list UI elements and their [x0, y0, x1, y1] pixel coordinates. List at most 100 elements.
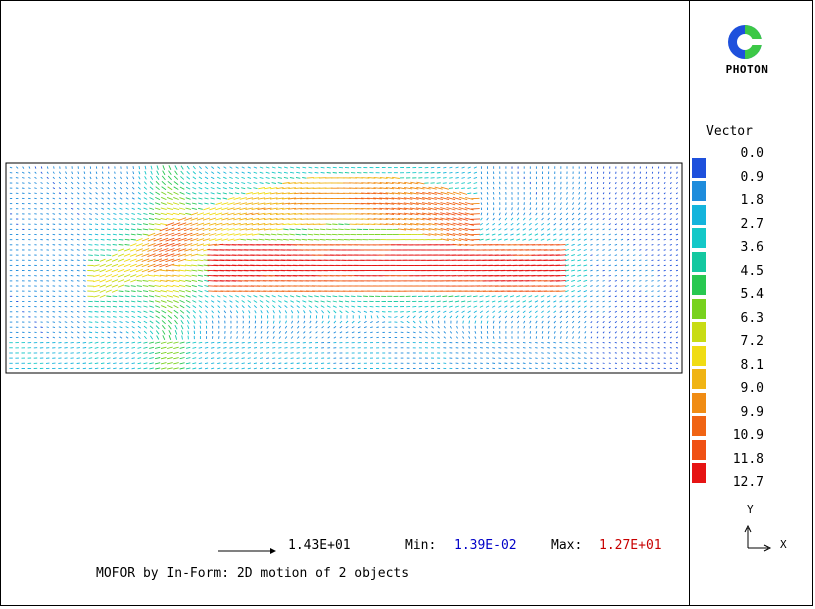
- vector-arrow: [178, 269, 186, 272]
- vector-arrow: [344, 300, 350, 303]
- vector-arrow: [290, 305, 294, 309]
- vector-arrow: [107, 367, 111, 370]
- vector-arrow: [516, 367, 520, 370]
- vector-arrow: [154, 207, 161, 211]
- vector-arrow: [296, 352, 300, 354]
- vector-arrow: [76, 233, 80, 236]
- vector-arrow: [272, 341, 276, 344]
- vector-arrow: [577, 295, 581, 298]
- vector-arrow: [583, 305, 587, 308]
- vector-arrow: [651, 285, 654, 287]
- vector-arrow: [584, 336, 587, 339]
- vector-arrow: [119, 341, 123, 344]
- vector-arrow: [108, 171, 110, 174]
- vector-arrow: [58, 238, 62, 241]
- vector-arrow: [242, 325, 244, 329]
- vector-arrow: [596, 320, 599, 324]
- vector-arrow: [422, 233, 431, 236]
- vector-arrow: [235, 181, 240, 185]
- vector-arrow: [620, 341, 624, 344]
- vector-arrow: [398, 181, 407, 185]
- vector-arrow: [651, 223, 654, 226]
- vector-arrow: [491, 238, 496, 241]
- vector-arrow: [338, 300, 344, 303]
- vector-arrow: [602, 212, 605, 215]
- vector-arrow: [197, 254, 204, 257]
- vector-arrow: [269, 212, 278, 216]
- vector-arrow: [596, 259, 599, 262]
- vector-arrow: [675, 275, 679, 277]
- vector-arrow: [626, 228, 630, 231]
- vector-arrow: [633, 300, 636, 303]
- vector-arrow: [174, 170, 178, 175]
- vector-arrow: [276, 218, 284, 221]
- vector-arrow: [185, 274, 192, 277]
- vector-arrow: [113, 223, 117, 226]
- vector-arrow: [620, 336, 623, 339]
- vector-arrow: [294, 223, 302, 226]
- legend-row: 6.3: [692, 298, 792, 335]
- vector-arrow: [83, 212, 86, 215]
- vector-arrow: [211, 367, 215, 370]
- vector-arrow: [275, 202, 284, 205]
- vector-arrow: [172, 284, 180, 288]
- vector-arrow: [571, 248, 575, 251]
- vector-arrow: [492, 320, 495, 324]
- vector-arrow: [657, 228, 660, 231]
- vector-arrow: [578, 331, 581, 334]
- vector-arrow: [590, 187, 593, 190]
- vector-arrow: [234, 187, 240, 190]
- vector-arrow: [65, 171, 68, 175]
- vector-arrow: [294, 218, 302, 220]
- vector-arrow: [204, 202, 209, 205]
- vector-arrow: [150, 335, 154, 340]
- vector-arrow: [76, 228, 80, 231]
- vector-arrow: [669, 290, 673, 292]
- legend-swatch: [692, 463, 706, 483]
- vector-arrow: [203, 259, 210, 262]
- vector-arrow: [186, 320, 190, 325]
- vector-arrow: [155, 315, 160, 319]
- vector-arrow: [572, 186, 574, 190]
- vector-arrow: [269, 202, 278, 205]
- vector-arrow: [296, 331, 300, 334]
- vector-arrow: [154, 341, 161, 344]
- vector-arrow: [410, 223, 419, 226]
- vector-arrow: [277, 182, 283, 184]
- vector-arrow: [345, 305, 350, 308]
- vector-arrow: [58, 321, 62, 323]
- vector-arrow: [541, 320, 544, 324]
- vector-arrow: [204, 279, 209, 282]
- vector-arrow: [149, 341, 155, 344]
- vector-arrow: [419, 320, 422, 324]
- vector-arrow: [577, 259, 582, 262]
- vector-arrow: [492, 212, 495, 216]
- vector-arrow: [675, 238, 679, 241]
- vector-arrow: [327, 331, 331, 334]
- vector-arrow: [137, 186, 141, 190]
- vector-arrow: [242, 310, 245, 314]
- vector-arrow: [403, 212, 413, 216]
- vector-arrow: [492, 347, 496, 349]
- vector-arrow: [190, 222, 199, 226]
- vector-arrow: [608, 187, 611, 190]
- legend-row: 4.5: [692, 251, 792, 288]
- vector-arrow: [315, 331, 318, 334]
- vector-arrow: [160, 207, 167, 211]
- vector-arrow: [113, 202, 117, 205]
- vector-arrow: [517, 212, 520, 216]
- vector-arrow: [221, 217, 229, 221]
- vector-arrow: [227, 222, 235, 226]
- vector-arrow: [131, 300, 136, 303]
- vector-arrow: [254, 331, 257, 334]
- vector-arrow: [571, 223, 575, 226]
- vector-arrow: [571, 259, 576, 262]
- vector-arrow: [596, 336, 599, 339]
- vector-arrow: [504, 341, 508, 344]
- vector-arrow: [657, 326, 660, 329]
- vector-arrow: [290, 300, 294, 303]
- vector-arrow: [171, 258, 181, 263]
- vector-arrow: [131, 341, 136, 344]
- vector-arrow: [179, 197, 185, 200]
- vector-arrow: [466, 295, 472, 298]
